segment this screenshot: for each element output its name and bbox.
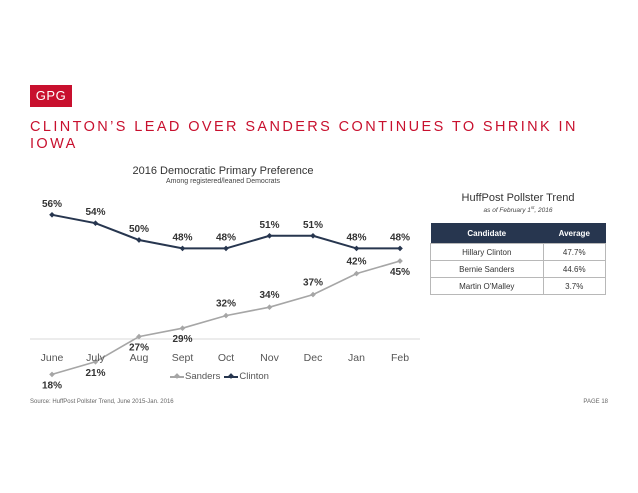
clinton-point bbox=[223, 245, 229, 252]
clinton-point bbox=[266, 232, 273, 239]
pollster-title: HuffPost Pollster Trend bbox=[461, 192, 575, 204]
column-header-candidate: Candidate bbox=[430, 223, 543, 244]
sanders-point bbox=[179, 325, 186, 332]
sanders-point bbox=[49, 371, 55, 378]
data-labels-group: 18% 21% 27% 29% 32% 34% 37% 42% 45% 56% 54% 50% 48% 4… bbox=[42, 199, 410, 392]
legend-label-clinton: Clinton bbox=[239, 371, 269, 382]
gpg-logo: GPG bbox=[30, 85, 72, 107]
x-tick-label-june: June bbox=[41, 352, 64, 364]
clinton-data-label: 48% bbox=[346, 232, 366, 243]
x-tick-label-jan: Jan bbox=[348, 352, 365, 364]
table-row: Martin O'Malley 3.7% bbox=[430, 277, 606, 295]
sanders-data-label: 18% bbox=[42, 380, 62, 391]
sanders-data-label: 34% bbox=[259, 290, 279, 301]
x-tick-label-july: July bbox=[86, 352, 105, 364]
x-tick-labels: June July Aug Sept Oct Nov Dec Jan Feb bbox=[41, 352, 410, 364]
column-header-average: Average bbox=[543, 223, 606, 244]
source-note: Source: HuffPost Pollster Trend, June 20… bbox=[30, 399, 174, 405]
clinton-point bbox=[310, 232, 316, 239]
legend-item-clinton: Clinton bbox=[224, 371, 269, 382]
sanders-point bbox=[353, 270, 360, 277]
chart-legend: Sanders Clinton bbox=[170, 371, 273, 382]
page-headline: CLINTON’S LEAD OVER SANDERS CONTINUES TO… bbox=[30, 119, 578, 152]
x-tick-label-feb: Feb bbox=[391, 352, 409, 364]
sanders-point bbox=[223, 312, 229, 319]
sanders-point bbox=[266, 304, 273, 311]
clinton-point bbox=[397, 245, 403, 252]
sanders-data-label: 42% bbox=[346, 257, 366, 268]
average-cell: 47.7% bbox=[542, 243, 606, 261]
clinton-point bbox=[136, 237, 142, 243]
pollster-subtitle-suffix: , 2016 bbox=[534, 207, 553, 215]
table-header-row: Candidate Average bbox=[430, 223, 606, 244]
candidate-cell: Hillary Clinton bbox=[430, 243, 544, 261]
legend-label-sanders: Sanders bbox=[185, 371, 221, 382]
sanders-data-label: 32% bbox=[216, 299, 236, 310]
page-number: PAGE 18 bbox=[583, 399, 608, 405]
sanders-data-label: 45% bbox=[390, 267, 410, 278]
sanders-data-label: 29% bbox=[172, 334, 192, 345]
clinton-data-label: 48% bbox=[216, 232, 236, 243]
sanders-data-label: 21% bbox=[85, 368, 105, 379]
legend-swatch-sanders bbox=[170, 375, 184, 378]
table-row: Bernie Sanders 44.6% bbox=[430, 260, 606, 278]
x-tick-label-sept: Sept bbox=[172, 352, 194, 364]
legend-swatch-clinton bbox=[224, 375, 239, 378]
pollster-average-table: Candidate Average Hillary Clinton 47.7% … bbox=[430, 223, 606, 295]
average-cell: 3.7% bbox=[542, 277, 606, 295]
clinton-point bbox=[179, 245, 186, 252]
table-row: Hillary Clinton 47.7% bbox=[430, 243, 606, 261]
clinton-data-label: 56% bbox=[42, 199, 62, 210]
candidate-cell: Bernie Sanders bbox=[430, 260, 544, 278]
sanders-point bbox=[397, 258, 403, 264]
x-tick-label-nov: Nov bbox=[260, 352, 279, 364]
clinton-point bbox=[49, 211, 55, 218]
sanders-point bbox=[310, 291, 316, 298]
sanders-data-label: 27% bbox=[129, 343, 149, 354]
chart-subtitle: Among registered/leaned Democrats bbox=[165, 178, 280, 185]
clinton-point bbox=[353, 245, 360, 252]
average-cell: 44.6% bbox=[542, 260, 606, 278]
pollster-subtitle-prefix: as of February 1 bbox=[483, 207, 531, 215]
clinton-point bbox=[92, 220, 99, 227]
candidate-cell: Martin O'Malley bbox=[430, 277, 544, 295]
sanders-point bbox=[92, 358, 99, 365]
clinton-data-label: 48% bbox=[172, 232, 192, 243]
sanders-data-label: 37% bbox=[303, 278, 323, 289]
x-tick-label-dec: Dec bbox=[304, 352, 323, 364]
chart-title: 2016 Democratic Primary Preference bbox=[132, 165, 314, 177]
clinton-data-label: 51% bbox=[303, 220, 323, 231]
pollster-subtitle: as of February 1st, 2016 bbox=[430, 205, 606, 214]
clinton-data-label: 48% bbox=[390, 232, 410, 243]
legend-item-sanders: Sanders bbox=[170, 371, 220, 382]
x-tick-label-aug: Aug bbox=[130, 352, 149, 364]
clinton-data-label: 54% bbox=[85, 207, 105, 218]
pollster-subtitle-sup: st bbox=[530, 205, 535, 210]
sanders-point bbox=[136, 333, 142, 340]
x-tick-label-oct: Oct bbox=[218, 352, 234, 364]
clinton-data-label: 51% bbox=[259, 220, 279, 231]
clinton-data-label: 50% bbox=[129, 224, 149, 235]
